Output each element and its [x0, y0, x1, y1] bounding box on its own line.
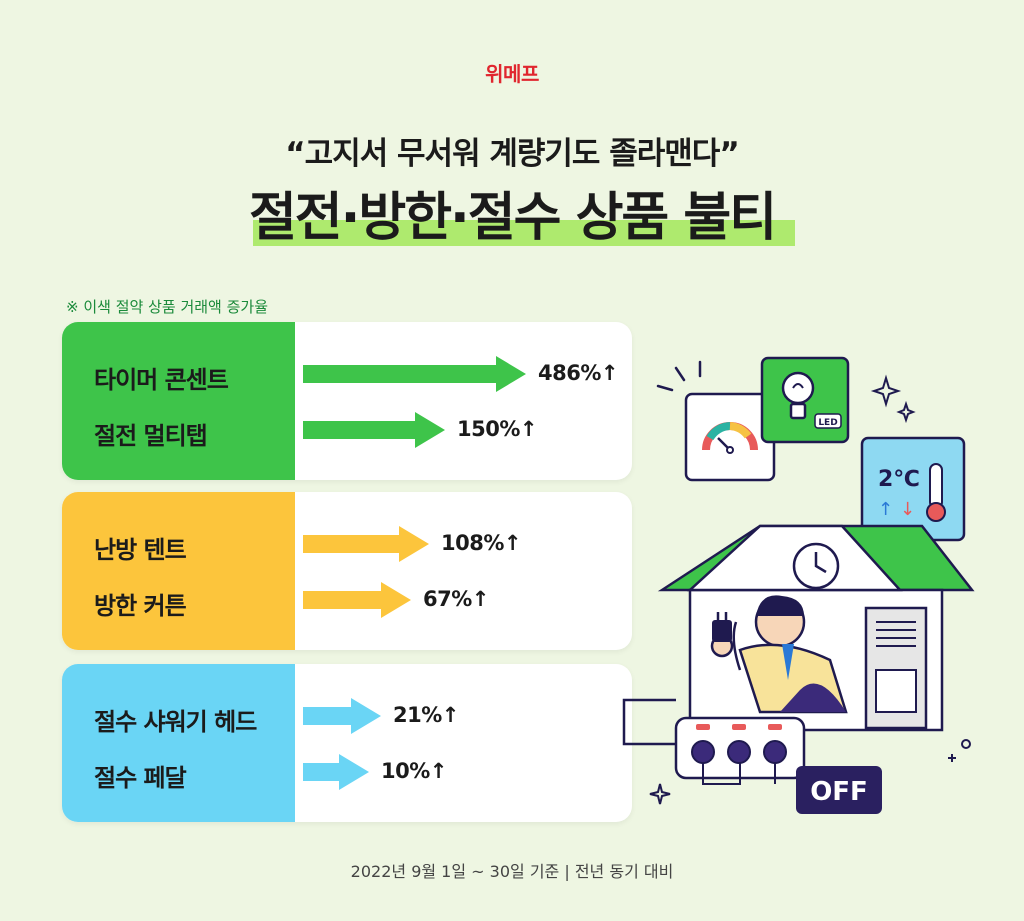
person: [710, 595, 848, 714]
data-label: 67%↑: [423, 587, 489, 611]
home-energy-illustration: LED 2℃ ↑ ↓: [622, 356, 975, 814]
chart-card-band: [62, 322, 295, 480]
temperature-card: 2℃ ↑ ↓: [860, 436, 966, 542]
chart-note: ※ 이색 절약 상품 거래액 증가율: [66, 298, 269, 316]
category-label: 난방 텐트: [94, 536, 187, 564]
plug-icon: [712, 612, 732, 642]
led-bulb-card: LED: [760, 356, 850, 444]
data-label: 21%↑: [393, 703, 459, 727]
bar-arrow: [303, 412, 445, 448]
chart-card-band: [62, 664, 295, 822]
category-label: 절수 페달: [94, 764, 187, 792]
data-label: 486%↑: [538, 361, 618, 385]
chart-card: 난방 텐트 108%↑ 방한 커튼 67%↑: [62, 492, 632, 650]
chart-card-band: [62, 492, 295, 650]
data-label: 108%↑: [441, 531, 521, 555]
temperature-value: 2℃: [878, 467, 920, 492]
category-label: 타이머 콘센트: [94, 366, 229, 394]
house: [657, 524, 975, 732]
svg-text:OFF: OFF: [810, 777, 868, 807]
power-strip: [674, 716, 806, 785]
title-highlight: [252, 220, 796, 246]
brand-logo: 위메프: [485, 62, 539, 86]
bar-arrow: [303, 754, 369, 790]
page-title: 절전·방한·절수 상품 불티: [243, 175, 796, 250]
data-label: 10%↑: [381, 759, 447, 783]
up-arrow-icon: ↑: [878, 499, 893, 520]
bar-arrow: [303, 526, 429, 562]
category-label: 방한 커튼: [94, 592, 187, 620]
chart-card: 절수 샤워기 헤드 21%↑ 절수 페달 10%↑: [62, 664, 632, 822]
bar-arrow: [303, 582, 411, 618]
category-label: 절수 샤워기 헤드: [94, 708, 257, 736]
data-label: 150%↑: [457, 417, 537, 441]
led-label: LED: [818, 418, 837, 428]
off-badge: OFF: [796, 766, 882, 814]
subtitle: “고지서 무서워 계량기도 졸라맨다”: [285, 136, 739, 172]
bar-arrow: [303, 698, 381, 734]
bar-arrow: [303, 356, 526, 392]
chart-card: 타이머 콘센트 486%↑ 절전 멀티탭 150%↑: [62, 322, 632, 480]
down-arrow-icon: ↓: [900, 499, 915, 520]
category-label: 절전 멀티탭: [94, 422, 208, 450]
footer-note: 2022년 9월 1일 ~ 30일 기준 | 전년 동기 대비: [350, 862, 674, 881]
